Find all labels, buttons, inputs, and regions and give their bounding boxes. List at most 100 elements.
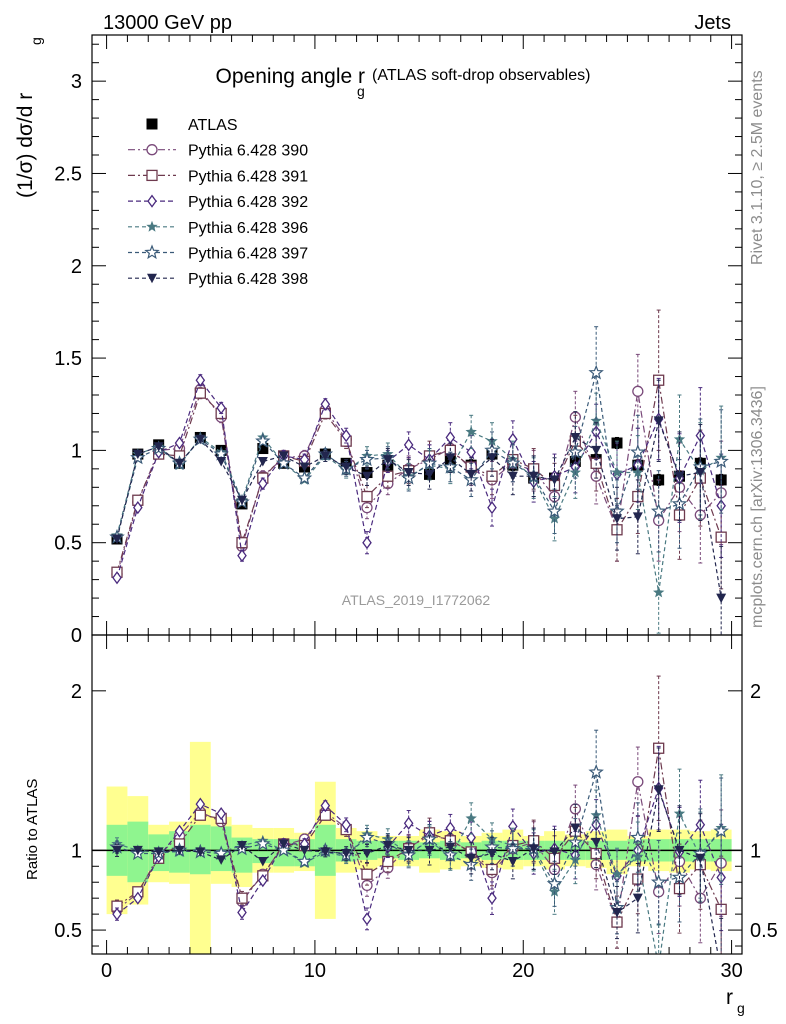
data-point — [296, 469, 313, 485]
data-point — [567, 444, 584, 459]
ratio-point — [153, 847, 164, 857]
data-point — [632, 385, 644, 397]
y-tick-label: 0.5 — [54, 533, 82, 555]
ratio-point — [359, 829, 375, 845]
data-point — [237, 549, 247, 563]
series-line — [116, 372, 722, 538]
data-point — [424, 469, 435, 480]
ratio-point — [695, 853, 706, 864]
ratio-point — [236, 892, 248, 904]
ratio-point — [632, 776, 644, 788]
ratio-line — [116, 786, 722, 920]
data-point — [257, 456, 268, 467]
title-subscript: g — [357, 83, 365, 99]
y-label-subscript: g — [28, 37, 44, 45]
ratio-point — [237, 841, 247, 851]
ratio-point — [362, 849, 372, 859]
data-point — [258, 477, 268, 491]
x-tick-label: 10 — [304, 960, 326, 982]
data-point — [588, 364, 604, 380]
series-p392 — [112, 373, 726, 585]
data-point — [487, 453, 497, 463]
data-point — [320, 397, 331, 411]
y-label-main: (1/σ) dσ/d r — [14, 93, 37, 198]
ratio-line — [117, 787, 719, 954]
ratio-point — [194, 809, 206, 821]
x-axis-label: r g — [726, 986, 745, 1016]
data-point — [650, 503, 667, 518]
data-point — [195, 434, 206, 445]
ratio-point — [424, 845, 435, 856]
ratio-point — [195, 847, 206, 857]
ratio-line — [116, 781, 722, 923]
legend-entry-p396: Pythia 6.428 396 — [128, 220, 308, 237]
y-tick-label: 0 — [71, 625, 82, 647]
ratio-point — [112, 845, 122, 856]
legend-entry-p392: Pythia 6.428 392 — [128, 194, 308, 211]
ratio-point — [713, 823, 729, 838]
data-point — [466, 469, 477, 480]
x-tick-label: 20 — [512, 960, 534, 982]
ratio-point — [195, 797, 206, 811]
y-tick-label-right: 1 — [750, 840, 761, 862]
ratio-point — [528, 844, 539, 854]
legend-marker — [146, 220, 158, 232]
y-tick-label-left: 1 — [71, 840, 82, 862]
data-point — [612, 514, 622, 524]
ratio-point — [612, 908, 622, 918]
ratio-point — [362, 912, 372, 926]
ratio-point — [133, 891, 143, 905]
data-point — [255, 433, 271, 448]
x-label-main: r — [726, 986, 733, 1009]
ratio-point — [320, 799, 331, 813]
data-point — [632, 512, 643, 522]
ratio-point — [382, 841, 393, 851]
ratio-point — [465, 812, 477, 824]
ratio-point — [216, 855, 227, 865]
ratio-point — [320, 847, 331, 857]
energy-label: 13000 GeV pp — [103, 12, 232, 34]
legend-label: Pythia 6.428 396 — [188, 220, 308, 237]
ratio-point — [590, 809, 602, 821]
data-point — [548, 512, 561, 524]
y-tick-label-right: 0.5 — [750, 920, 778, 942]
ratio-point — [341, 818, 351, 832]
series-data — [111, 431, 727, 545]
legend-entry-p391: Pythia 6.428 391 — [128, 168, 308, 185]
data-point — [382, 455, 393, 465]
ratio-point — [361, 868, 373, 880]
y-tick-label-left: 2 — [71, 681, 82, 703]
ratio-point — [632, 850, 644, 862]
data-point — [236, 537, 248, 549]
y-axis-label-top: (1/σ) dσ/d r g — [14, 37, 44, 198]
data-point — [275, 455, 292, 470]
data-point — [590, 414, 602, 426]
data-point — [216, 401, 226, 415]
series-line — [116, 418, 722, 599]
ratio-point — [653, 961, 664, 972]
data-point — [465, 425, 477, 437]
data-point — [713, 453, 729, 469]
series-line — [116, 380, 722, 573]
data-point — [153, 442, 164, 452]
legend-label: ATLAS — [188, 117, 238, 134]
plot-title: Opening angle r g (ATLAS soft-drop obser… — [216, 65, 591, 99]
data-point — [299, 462, 310, 472]
ratio-point — [403, 845, 414, 856]
legend-marker — [146, 118, 158, 130]
ratio-plot-series — [92, 675, 742, 972]
legend-label: Pythia 6.428 390 — [188, 143, 308, 160]
legend-label: Pythia 6.428 398 — [188, 271, 308, 288]
series-line — [116, 388, 722, 575]
legend-entry-p398: Pythia 6.428 398 — [128, 271, 308, 288]
ratio-point — [257, 856, 268, 867]
data-point — [570, 432, 581, 443]
x-tick-label: 0 — [101, 960, 112, 982]
ratio-point — [546, 875, 563, 891]
y-tick-label-right: 2 — [750, 681, 761, 703]
data-point — [630, 444, 646, 459]
data-point — [445, 430, 456, 445]
title-main: Opening angle r — [216, 65, 365, 88]
ratio-point — [278, 839, 289, 849]
